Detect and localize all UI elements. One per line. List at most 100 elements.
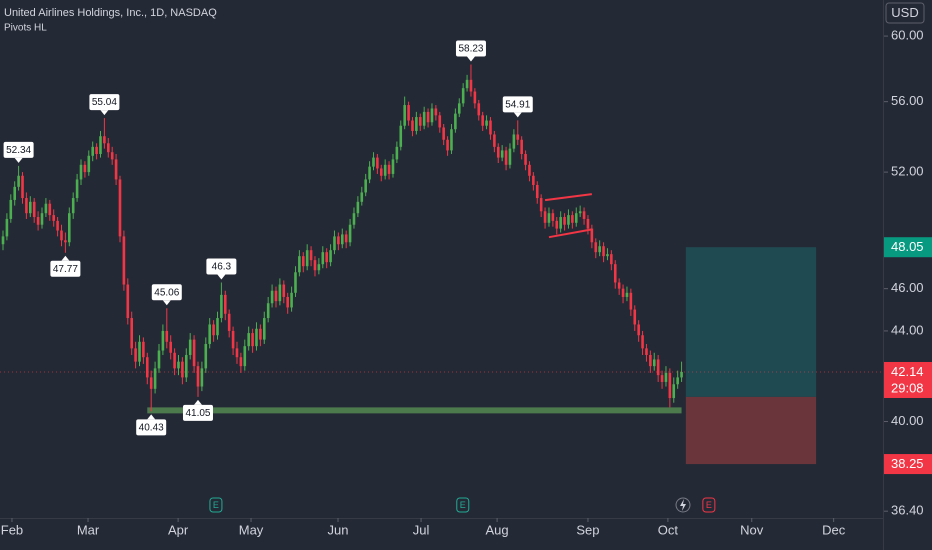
candle-body xyxy=(329,250,332,263)
candle-body xyxy=(649,354,652,367)
candle-body xyxy=(145,357,149,378)
candle-body xyxy=(282,284,286,297)
chart-title: United Airlines Holdings, Inc., 1D, NASD… xyxy=(4,7,217,19)
candle-body xyxy=(399,125,403,147)
candle-body xyxy=(535,184,539,199)
pivot-label: 40.43 xyxy=(139,423,164,434)
candle-body xyxy=(17,175,20,187)
candle-body xyxy=(87,155,91,173)
x-tick-label: Mar xyxy=(77,522,100,537)
candle-body xyxy=(130,318,133,349)
candle-body xyxy=(36,217,40,225)
candle-body xyxy=(5,218,9,237)
pivot-pointer xyxy=(193,399,202,405)
candle-body xyxy=(407,105,410,121)
candle-body xyxy=(177,361,180,369)
pivot-pointer xyxy=(14,157,23,163)
pivot-pointer xyxy=(217,274,226,280)
candle-body xyxy=(364,179,367,193)
candle-body xyxy=(298,256,301,273)
x-tick-label: Nov xyxy=(740,522,764,537)
x-tick-label: Dec xyxy=(822,522,846,537)
event-label: E xyxy=(460,500,466,510)
pivot-box xyxy=(136,419,167,436)
candle-body xyxy=(325,252,328,263)
candle-body xyxy=(181,361,184,378)
y-tick-label: 60.00 xyxy=(891,28,924,43)
candle-body xyxy=(461,88,465,104)
loss-zone xyxy=(685,396,817,465)
y-tick-label: 56.00 xyxy=(891,93,924,108)
candle-body xyxy=(259,328,262,340)
pivot-label: 41.05 xyxy=(185,408,210,419)
candle-body xyxy=(411,120,414,131)
candle-body xyxy=(477,103,481,116)
pivot-pointer xyxy=(466,56,475,62)
candle-body xyxy=(196,366,200,387)
pivot-label: 45.06 xyxy=(154,287,179,298)
profit-zone xyxy=(685,247,817,397)
candle-body xyxy=(621,288,625,297)
pivot-label: 52.34 xyxy=(6,145,31,156)
candle-body xyxy=(563,217,566,225)
candle-body xyxy=(223,294,227,314)
y-tick-label: 44.00 xyxy=(891,322,924,337)
pivot-box xyxy=(151,284,182,301)
candle-body xyxy=(446,139,449,151)
x-tick-label: Jul xyxy=(413,522,430,537)
candle-body xyxy=(122,236,126,285)
currency[interactable]: USD xyxy=(891,5,918,20)
candle-body xyxy=(71,198,75,214)
candle-body xyxy=(286,296,289,308)
pivot-label: 54.91 xyxy=(505,99,530,110)
candle-body xyxy=(344,234,348,243)
candle-body xyxy=(337,236,340,245)
pivot-label: 47.77 xyxy=(53,264,78,275)
candle-body xyxy=(212,324,215,336)
candle-body xyxy=(356,201,360,214)
candle-body xyxy=(157,350,161,369)
candle-body xyxy=(629,292,633,310)
candle-body xyxy=(442,127,445,140)
candle-body xyxy=(184,354,188,378)
candle-body xyxy=(551,213,555,221)
pivot-pointer xyxy=(162,300,171,306)
candle-body xyxy=(348,224,352,243)
candle-body xyxy=(235,348,239,358)
pivot-box xyxy=(3,141,34,158)
pivot-label: 58.23 xyxy=(458,44,483,55)
candle-body xyxy=(294,272,297,293)
candle-body xyxy=(321,252,325,265)
candle-body xyxy=(153,368,157,389)
currency-box[interactable] xyxy=(885,2,925,24)
dividend-icon xyxy=(675,497,691,513)
channel-line xyxy=(548,228,593,239)
candle-body xyxy=(21,175,24,199)
candle-body xyxy=(1,236,5,245)
plot-area: 52.34 47.77 55.04 40.43 45.06 41.05 46.3 58.23 5… xyxy=(0,40,882,465)
candle-body xyxy=(376,157,379,169)
candle-body xyxy=(489,120,492,135)
candle-body xyxy=(95,146,98,154)
indicator-name: Pivots HL xyxy=(4,23,47,34)
pivot-box xyxy=(206,258,237,275)
stop-price: 38.25 xyxy=(891,456,924,471)
candle-body xyxy=(594,242,598,253)
pivot-pointer xyxy=(147,414,156,420)
candle-body xyxy=(481,115,484,126)
candle-body xyxy=(340,234,344,245)
candle-body xyxy=(613,264,617,283)
candle-body xyxy=(504,150,508,165)
candle-body xyxy=(79,164,83,180)
candle-body xyxy=(32,201,36,218)
x-tick-label: Feb xyxy=(1,522,23,537)
candle-body xyxy=(508,148,512,165)
candle-body xyxy=(454,113,457,130)
candle-body xyxy=(40,213,44,225)
candle-body xyxy=(368,166,371,180)
candle-body xyxy=(465,79,469,89)
candle-body xyxy=(64,240,67,243)
candle-body xyxy=(391,159,395,174)
